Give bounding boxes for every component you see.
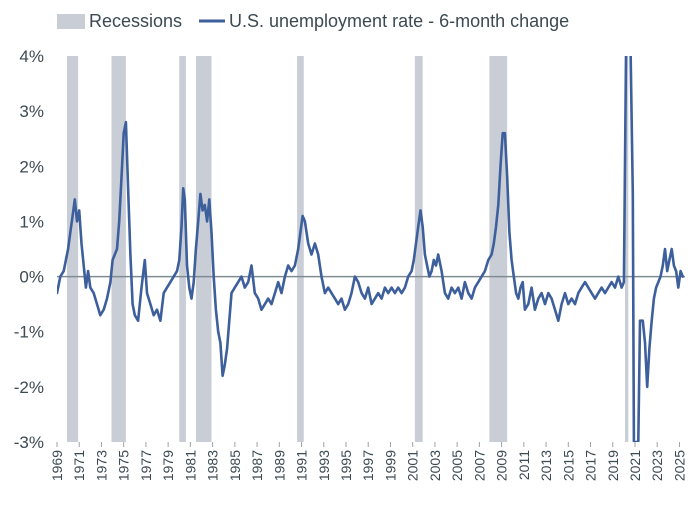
x-tick-label: 1973 bbox=[94, 450, 110, 481]
x-tick-label: 2025 bbox=[671, 450, 687, 481]
x-tick-label: 2003 bbox=[427, 450, 443, 481]
recession-band bbox=[179, 56, 186, 442]
legend-series-label: U.S. unemployment rate - 6-month change bbox=[229, 11, 569, 31]
x-tick-label: 2011 bbox=[516, 450, 532, 480]
legend-recession-label: Recessions bbox=[89, 11, 182, 31]
x-tick-label: 1969 bbox=[49, 450, 65, 481]
y-tick-label: 3% bbox=[19, 102, 44, 121]
x-tick-label: 1977 bbox=[138, 450, 154, 481]
x-tick-label: 2007 bbox=[471, 450, 487, 481]
x-tick-label: 1979 bbox=[160, 450, 176, 481]
recession-bands bbox=[67, 56, 629, 442]
recession-band bbox=[624, 56, 629, 442]
x-tick-label: 1975 bbox=[116, 450, 132, 481]
x-tick-label: 1981 bbox=[182, 450, 198, 481]
x-tick-label: 1983 bbox=[205, 450, 221, 481]
x-tick-label: 2005 bbox=[449, 450, 465, 481]
legend: Recessions U.S. unemployment rate - 6-mo… bbox=[57, 11, 569, 31]
y-tick-label: 2% bbox=[19, 157, 44, 176]
recession-band bbox=[414, 56, 423, 442]
legend-recession-swatch bbox=[57, 14, 85, 29]
x-tick-label: 2013 bbox=[538, 450, 554, 481]
x-tick-label: 2017 bbox=[583, 450, 599, 481]
x-tick-label: 1985 bbox=[227, 450, 243, 481]
x-tick-label: 1993 bbox=[316, 450, 332, 481]
series-layer bbox=[57, 56, 685, 442]
y-axis: 4% 3% 2% 1% 0% -1% -2% -3% bbox=[14, 47, 44, 452]
x-tick-label: 1989 bbox=[271, 450, 287, 481]
recession-band bbox=[195, 56, 212, 442]
y-tick-label: 1% bbox=[19, 212, 44, 231]
series-line bbox=[57, 56, 685, 442]
x-tick-label: 1999 bbox=[383, 450, 399, 481]
y-tick-label: -2% bbox=[14, 378, 44, 397]
y-tick-label: 0% bbox=[19, 268, 44, 287]
y-tick-label: -1% bbox=[14, 323, 44, 342]
recession-band bbox=[111, 56, 126, 442]
recession-band bbox=[297, 56, 304, 442]
y-tick-label: 4% bbox=[19, 47, 44, 66]
x-tick-label: 1995 bbox=[338, 450, 354, 481]
recession-band bbox=[67, 56, 79, 442]
x-tick-label: 1971 bbox=[71, 450, 87, 481]
x-axis: 1969 1971 1973 1975 1977 1979 1981 1983 1985 1987… bbox=[49, 442, 687, 481]
x-tick-label: 1991 bbox=[294, 450, 310, 481]
x-tick-label: 2009 bbox=[494, 450, 510, 481]
x-tick-label: 1987 bbox=[249, 450, 265, 481]
y-tick-label: -3% bbox=[14, 433, 44, 452]
x-tick-label: 2019 bbox=[605, 450, 621, 481]
x-tick-label: 2001 bbox=[405, 450, 421, 481]
x-tick-label: 2021 bbox=[627, 450, 643, 481]
x-tick-label: 2023 bbox=[649, 450, 665, 481]
x-tick-label: 2015 bbox=[560, 450, 576, 481]
x-tick-label: 1997 bbox=[360, 450, 376, 481]
